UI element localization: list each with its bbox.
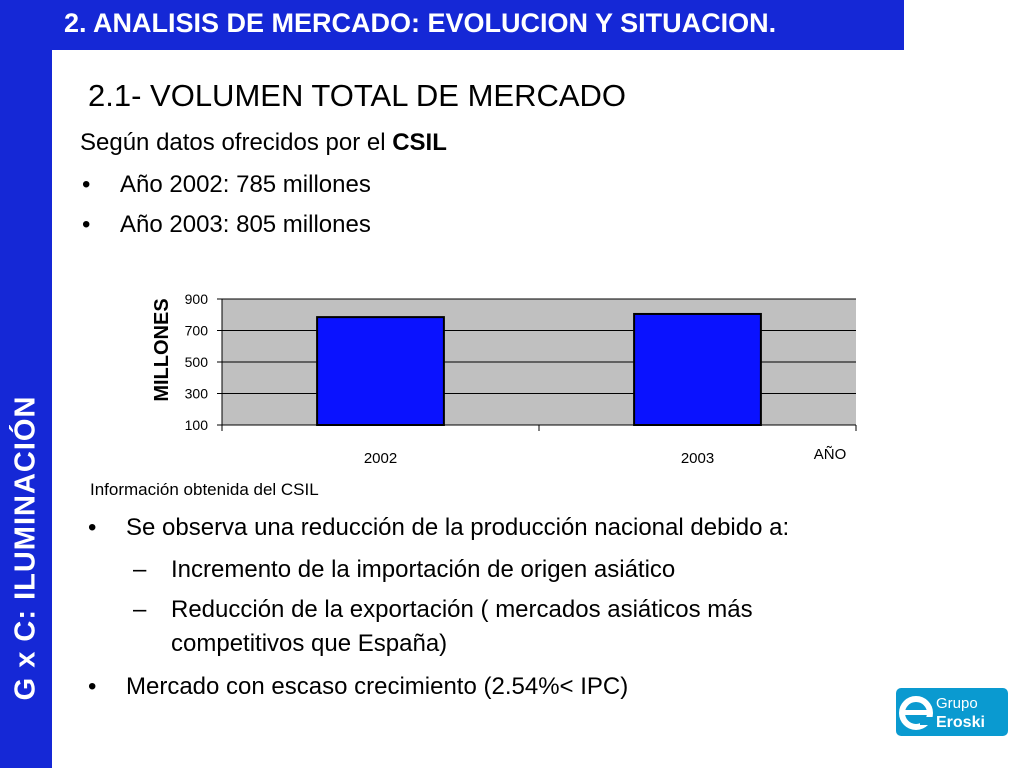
observation-text: Se observa una reducción de la producció…: [126, 514, 790, 541]
intro-highlight: CSIL: [392, 129, 447, 156]
logo-line2: Eroski: [936, 714, 985, 731]
y-tick-label: 900: [185, 291, 209, 307]
dash-marker: –: [133, 596, 147, 623]
dash-marker: –: [133, 556, 147, 583]
eroski-e-icon: [899, 696, 934, 730]
y-tick-label: 100: [185, 417, 209, 433]
y-tick-label: 500: [185, 354, 209, 370]
intro-text: Según datos ofrecidos por el CSIL: [80, 129, 447, 157]
header-title: 2. ANALISIS DE MERCADO: EVOLUCION Y SITU…: [64, 8, 777, 38]
section-title: 2.1- VOLUMEN TOTAL DE MERCADO: [88, 78, 627, 113]
fact-text: Año 2002: 785 millones: [120, 171, 371, 198]
market-volume-chart: 100 300 500 700 900 2002 2003 MILLONES AÑO: [151, 291, 857, 467]
observation-text: Reducción de la exportación ( mercados a…: [171, 596, 753, 623]
intro-prefix: Según datos ofrecidos por el: [80, 129, 393, 156]
header-bar: 2. ANALISIS DE MERCADO: EVOLUCION Y SITU…: [52, 0, 904, 50]
bar-2002: [316, 316, 445, 426]
x-tick-label: 2003: [681, 450, 714, 467]
bullet-marker: •: [82, 171, 91, 198]
bullet-marker: •: [88, 673, 97, 700]
observation-text: Mercado con escaso crecimiento (2.54%< I…: [126, 673, 629, 700]
x-axis-label: AÑO: [814, 446, 847, 463]
y-axis-label: MILLONES: [151, 298, 173, 401]
chart-plot: 100 300 500 700 900 2002 2003 MILLONES AÑO: [151, 291, 857, 467]
logo-line1: Grupo: [936, 695, 978, 712]
observation-text: competitivos que España): [171, 630, 448, 657]
bullet-marker: •: [88, 514, 97, 541]
source-note: Información obtenida del CSIL: [90, 480, 319, 499]
grupo-eroski-logo: Grupo Eroski: [896, 688, 1008, 736]
observation-text: Incremento de la importación de origen a…: [171, 556, 676, 583]
bar-2003: [633, 312, 762, 426]
y-tick-label: 700: [185, 323, 209, 339]
sidebar-band: [0, 0, 52, 768]
fact-text: Año 2003: 805 millones: [120, 211, 371, 238]
x-tick-label: 2002: [364, 450, 397, 467]
y-tick-label: 300: [185, 386, 209, 402]
sidebar-label: G x C: ILUMINACIÓN: [9, 395, 42, 701]
sidebar-title: G x C: ILUMINACIÓN: [0, 0, 52, 768]
bullet-marker: •: [82, 211, 91, 238]
